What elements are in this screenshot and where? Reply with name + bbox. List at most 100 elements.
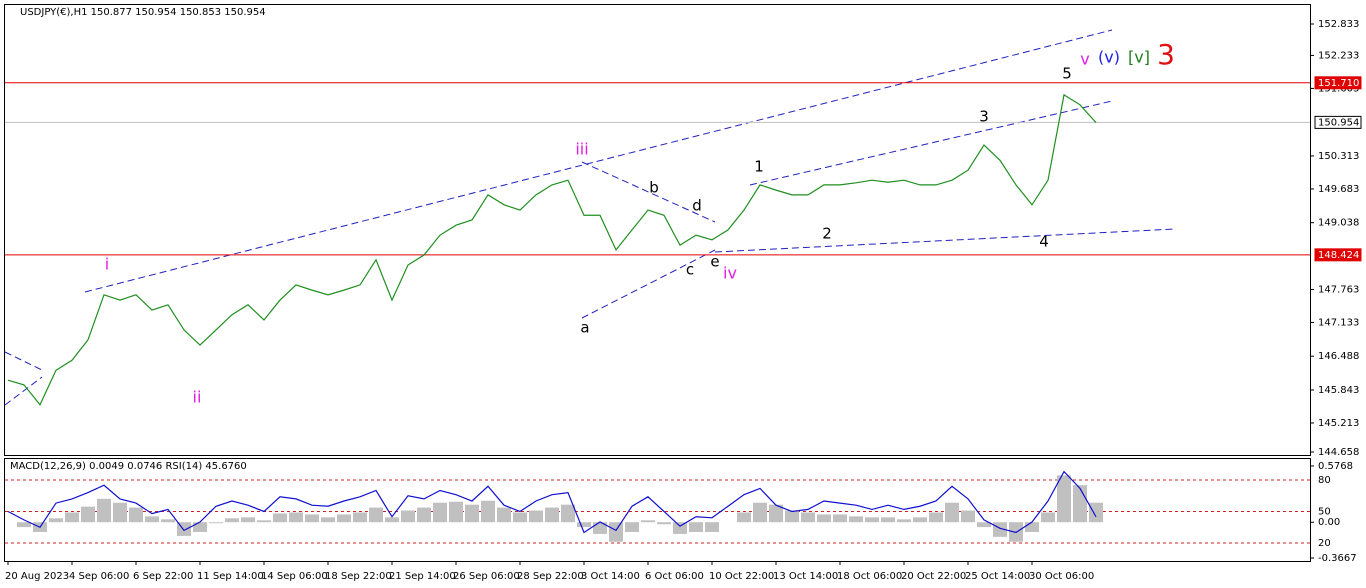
level-label: 151.710	[1318, 78, 1359, 89]
y-tick-label: 144.658	[1318, 447, 1359, 458]
macd-bar	[305, 514, 319, 523]
macd-bar	[497, 507, 511, 523]
level-label-box	[1314, 248, 1362, 262]
macd-bar	[17, 522, 31, 528]
main-frame	[4, 4, 1311, 456]
macd-bar	[225, 518, 239, 523]
macd-bar	[1073, 485, 1087, 523]
wave-label: [v]	[1128, 48, 1150, 67]
sub-frame	[4, 458, 1311, 562]
macd-bar	[401, 510, 415, 523]
level-label-box	[1314, 115, 1362, 129]
macd-bar	[577, 522, 591, 528]
y-tick-label: 147.763	[1318, 284, 1359, 295]
macd-bar	[257, 520, 271, 523]
macd-bar	[417, 507, 431, 523]
rsi-tick-label: 80	[1318, 475, 1331, 486]
y-tick-label: 152.833	[1318, 19, 1359, 30]
macd-bar	[689, 522, 703, 532]
y-tick-label: 146.488	[1318, 351, 1359, 362]
macd-bar	[705, 522, 719, 532]
wave-label: a	[580, 319, 589, 337]
macd-bar	[561, 504, 575, 523]
y-tick-label: 149.683	[1318, 184, 1359, 195]
macd-bar	[673, 522, 687, 534]
macd-bar	[529, 510, 543, 523]
rsi-tick-label: 20	[1318, 538, 1331, 549]
macd-bar	[657, 522, 671, 525]
wave-label: c	[686, 261, 694, 279]
trend-lines	[4, 29, 1176, 406]
macd-bar	[945, 502, 959, 523]
macd-bar	[977, 522, 991, 528]
macd-bar	[849, 516, 863, 523]
macd-bar	[1025, 522, 1039, 532]
macd-bar	[129, 507, 143, 523]
x-tick-label: 20 Aug 2023	[5, 571, 69, 582]
macd-bar	[801, 512, 815, 523]
wave-label: iv	[723, 264, 737, 283]
x-tick-label: 6 Sep 22:00	[133, 571, 193, 582]
macd-bar	[833, 514, 847, 523]
macd-bar	[785, 510, 799, 523]
macd-bar	[433, 502, 447, 523]
macd-tick-label: 0.00	[1318, 517, 1340, 528]
macd-bar	[81, 506, 95, 523]
x-tick-label: 3 Oct 14:00	[581, 571, 640, 582]
wave-label: 4	[1039, 233, 1049, 251]
left-line-a	[4, 351, 43, 371]
macd-bar	[513, 512, 527, 523]
macd-bar	[961, 510, 975, 523]
macd-bar	[369, 507, 383, 523]
indicator-title: MACD(12,26,9) 0.0049 0.0746 RSI(14) 45.6…	[10, 461, 247, 472]
macd-bar	[817, 514, 831, 523]
x-tick-label: 28 Sep 22:00	[517, 571, 584, 582]
triangle-upper	[581, 161, 716, 223]
x-tick-label: 20 Oct 22:00	[901, 571, 966, 582]
macd-bar	[449, 501, 463, 523]
x-tick-label: 26 Sep 06:00	[453, 571, 520, 582]
macd-bar	[753, 502, 767, 523]
macd-bar	[865, 517, 879, 523]
macd-tick-label: 0.5768	[1318, 461, 1353, 472]
wave-label: 2	[822, 225, 832, 243]
x-tick-label: 10 Oct 22:00	[709, 571, 774, 582]
macd-bar	[145, 516, 159, 523]
macd-bar	[161, 519, 175, 523]
macd-bar	[769, 504, 783, 523]
y-tick-label: 149.038	[1318, 218, 1359, 229]
macd-bar	[913, 517, 927, 523]
macd-bar	[897, 519, 911, 523]
x-tick-label: 14 Sep 06:00	[261, 571, 328, 582]
wave-label: 5	[1062, 65, 1072, 83]
macd-bar	[385, 517, 399, 523]
wave-label: 1	[754, 158, 764, 176]
level-label-box	[1314, 76, 1362, 90]
y-tick-label: 152.233	[1318, 50, 1359, 61]
macd-bar	[97, 498, 111, 523]
macd-bar	[737, 512, 751, 523]
y-tick-label: 145.213	[1318, 418, 1359, 429]
wave-label: (v)	[1098, 48, 1120, 67]
macd-bar	[353, 512, 367, 523]
macd-bar	[241, 517, 255, 523]
x-tick-label: 13 Oct 14:00	[773, 571, 838, 582]
macd-bar	[481, 500, 495, 523]
macd-bar	[1089, 502, 1103, 523]
channel-upper	[84, 29, 1113, 293]
rsi-tick-label: 50	[1318, 506, 1331, 517]
x-tick-label: 6 Oct 06:00	[645, 571, 704, 582]
macd-bar	[289, 512, 303, 523]
macd-tick-label: -0.3667	[1318, 553, 1357, 564]
macd-bar	[609, 522, 623, 542]
macd-bar	[641, 520, 655, 523]
macd-bar	[625, 522, 639, 532]
wave-label: e	[710, 253, 719, 271]
x-tick-label: 18 Oct 06:00	[837, 571, 902, 582]
wave-label: i	[105, 255, 109, 274]
macd-bar	[49, 518, 63, 523]
wave-label: 3	[1157, 38, 1175, 71]
macd-bar	[881, 517, 895, 523]
